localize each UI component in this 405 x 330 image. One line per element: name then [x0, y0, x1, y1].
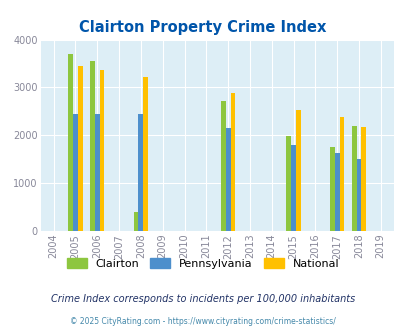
- Bar: [90, 61, 95, 231]
- Bar: [100, 70, 104, 231]
- Text: © 2025 CityRating.com - https://www.cityrating.com/crime-statistics/: © 2025 CityRating.com - https://www.city…: [70, 317, 335, 326]
- Legend: Clairton, Pennsylvania, National: Clairton, Pennsylvania, National: [62, 254, 343, 273]
- Bar: [356, 159, 360, 231]
- Bar: [143, 77, 148, 231]
- Bar: [351, 126, 356, 231]
- Text: Crime Index corresponds to incidents per 100,000 inhabitants: Crime Index corresponds to incidents per…: [51, 294, 354, 304]
- Bar: [360, 127, 365, 231]
- Bar: [225, 128, 230, 231]
- Bar: [339, 117, 343, 231]
- Bar: [220, 101, 225, 231]
- Bar: [286, 137, 290, 231]
- Bar: [95, 114, 100, 231]
- Bar: [329, 147, 334, 231]
- Bar: [73, 114, 78, 231]
- Bar: [230, 93, 235, 231]
- Bar: [68, 54, 73, 231]
- Bar: [138, 114, 143, 231]
- Bar: [295, 110, 300, 231]
- Text: Clairton Property Crime Index: Clairton Property Crime Index: [79, 20, 326, 35]
- Bar: [334, 153, 339, 231]
- Bar: [78, 66, 83, 231]
- Bar: [133, 212, 138, 231]
- Bar: [290, 145, 295, 231]
